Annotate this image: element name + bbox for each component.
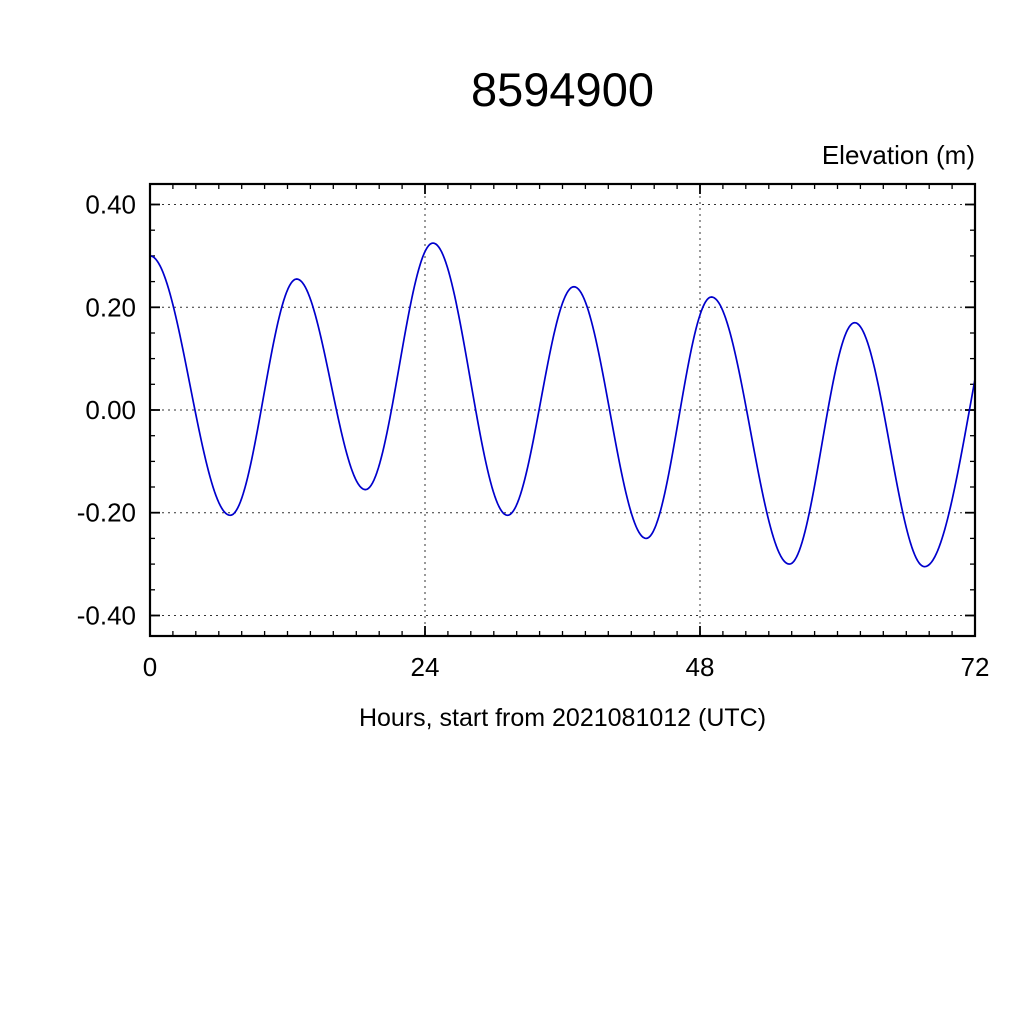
y-tick-label: 0.20 — [85, 292, 136, 322]
y-tick-label: -0.40 — [77, 601, 136, 631]
chart-title: 8594900 — [471, 63, 654, 116]
y-axis-title: Elevation (m) — [821, 140, 975, 170]
x-tick-label: 48 — [686, 652, 715, 682]
plot-frame — [148, 182, 977, 638]
x-axis-label: Hours, start from 2021081012 (UTC) — [358, 704, 767, 732]
x-tick-label: 72 — [961, 652, 990, 682]
tide-curve — [149, 242, 976, 568]
y-tick-label: -0.20 — [77, 498, 136, 528]
x-tick-label: 0 — [143, 652, 157, 682]
x-tick-label: 24 — [411, 652, 440, 682]
y-tick-label: 0.00 — [85, 395, 136, 425]
y-tick-label: 0.40 — [85, 190, 136, 220]
